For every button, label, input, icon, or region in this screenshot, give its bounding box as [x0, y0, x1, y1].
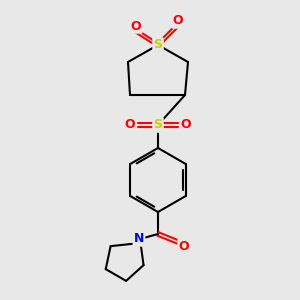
Text: S: S	[154, 118, 163, 131]
Text: O: O	[131, 20, 141, 32]
Text: O: O	[125, 118, 135, 131]
Text: N: N	[134, 232, 144, 245]
Text: O: O	[181, 118, 191, 131]
Text: O: O	[179, 239, 189, 253]
Text: O: O	[173, 14, 183, 28]
Text: S: S	[154, 38, 163, 52]
